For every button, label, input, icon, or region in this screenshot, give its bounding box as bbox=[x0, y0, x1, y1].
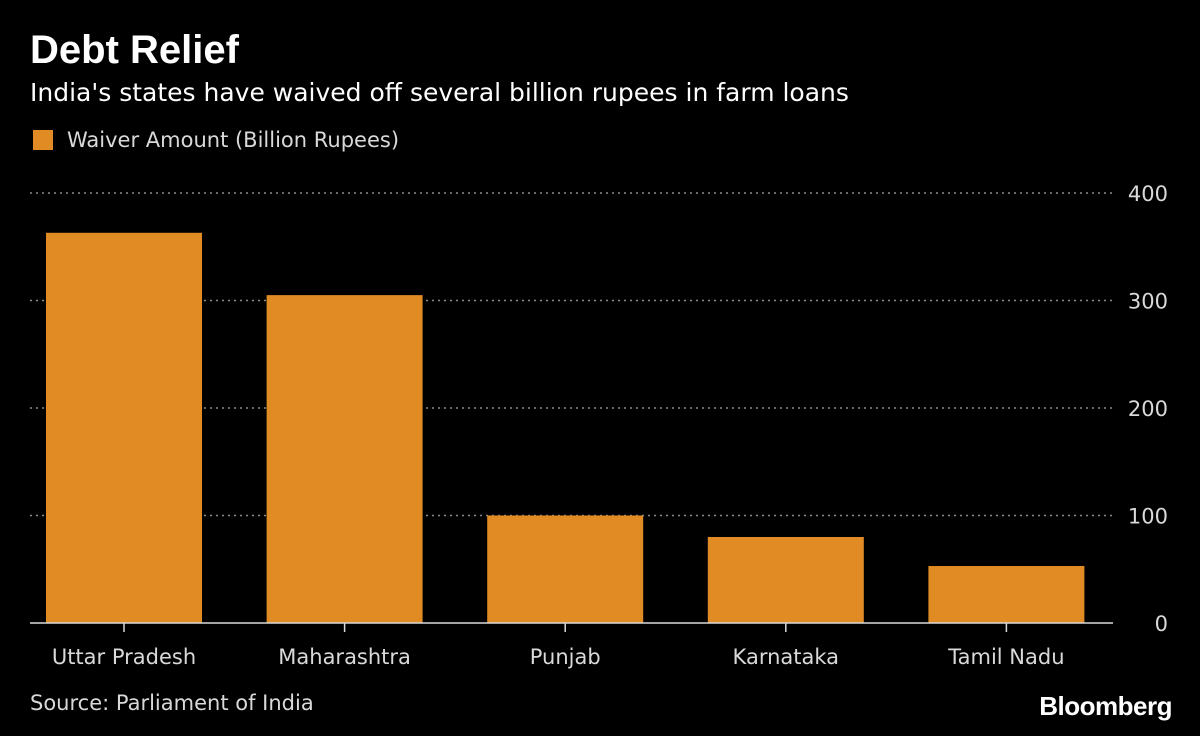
bloomberg-logo: Bloomberg bbox=[1039, 691, 1172, 721]
x-tick-label: Punjab bbox=[530, 645, 601, 669]
y-tick-label: 400 bbox=[1128, 182, 1168, 206]
bar bbox=[46, 232, 202, 623]
bar bbox=[266, 295, 423, 623]
legend: Waiver Amount (Billion Rupees) bbox=[33, 126, 399, 154]
bars bbox=[46, 232, 1085, 623]
x-tick-label: Tamil Nadu bbox=[947, 645, 1064, 669]
legend-swatch bbox=[33, 130, 53, 150]
y-tick-label: 200 bbox=[1128, 397, 1168, 421]
x-tick-label: Uttar Pradesh bbox=[52, 645, 196, 669]
x-tick-label: Maharashtra bbox=[278, 645, 411, 669]
legend-label: Waiver Amount (Billion Rupees) bbox=[67, 128, 400, 152]
axes: 0 100 200 300 400 Uttar Pradesh Maharashtra Pun… bbox=[30, 182, 1168, 669]
source-note: Source: Parliament of India bbox=[30, 691, 314, 715]
y-tick-label: 0 bbox=[1155, 612, 1168, 636]
bar bbox=[487, 515, 644, 623]
bar bbox=[928, 566, 1085, 623]
chart-subtitle: India's states have waived off several b… bbox=[30, 78, 849, 107]
chart-title: Debt Relief bbox=[30, 28, 239, 72]
x-tick-label: Karnataka bbox=[733, 645, 839, 669]
y-tick-label: 100 bbox=[1128, 505, 1168, 529]
y-tick-label: 300 bbox=[1128, 290, 1168, 314]
bar bbox=[707, 537, 864, 623]
